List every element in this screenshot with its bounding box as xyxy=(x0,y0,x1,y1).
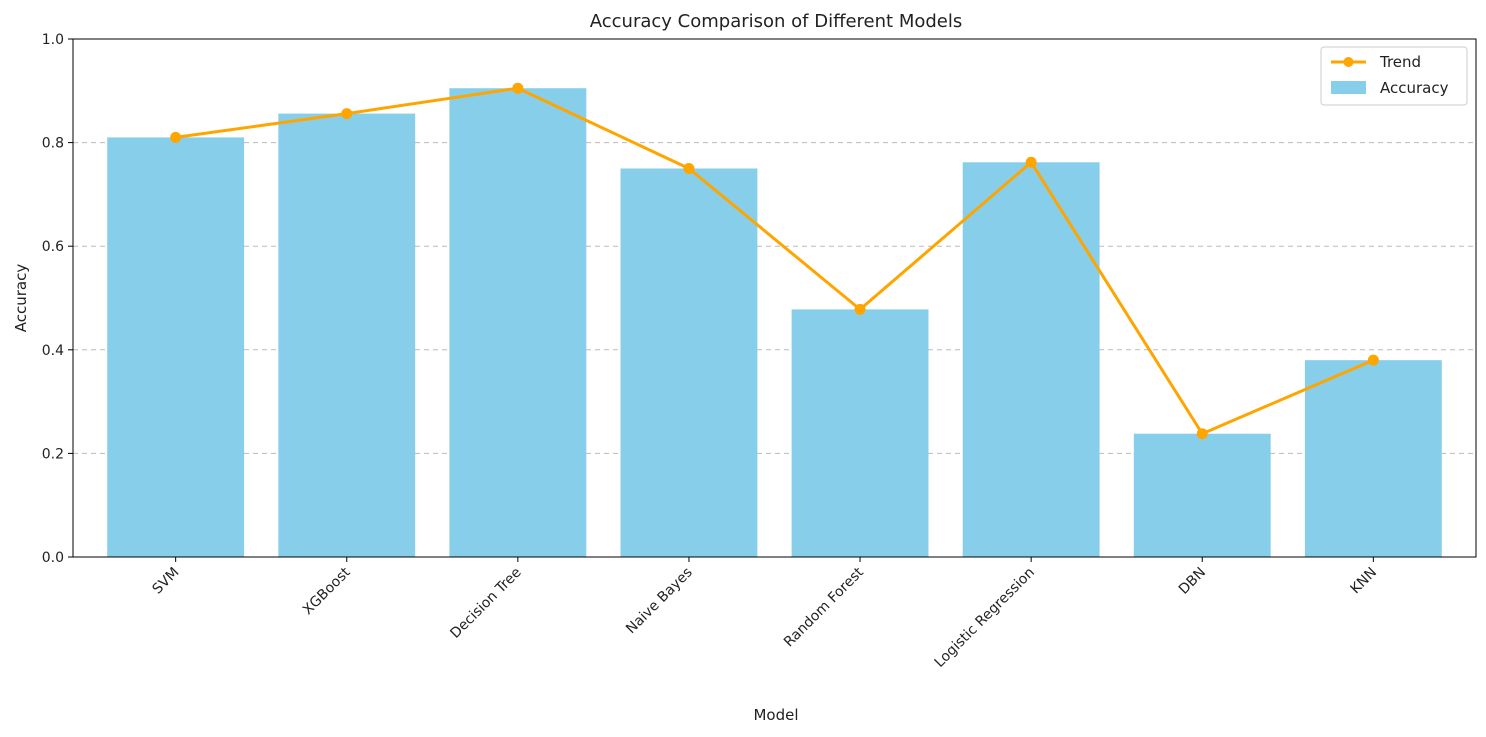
y-tick-label: 0.8 xyxy=(42,136,64,152)
bar-dbn xyxy=(1133,433,1271,557)
x-tick-label: Decision Tree xyxy=(447,565,524,642)
bar-naive-bayes xyxy=(620,168,758,557)
y-tick-label: 1.0 xyxy=(42,32,64,48)
y-tick-label: 0.2 xyxy=(42,446,64,462)
y-axis-label: Accuracy xyxy=(12,264,30,333)
x-tick-label: KNN xyxy=(1348,565,1381,598)
trend-line-group xyxy=(170,82,1379,440)
bars xyxy=(107,88,1442,558)
x-axis-label: Model xyxy=(753,706,798,724)
trend-point-naive-bayes xyxy=(683,163,695,174)
chart-title: Accuracy Comparison of Different Models xyxy=(590,11,963,32)
y-tick-label: 0.6 xyxy=(42,239,64,255)
legend: Trend Accuracy xyxy=(1320,46,1468,106)
trend-point-dbn xyxy=(1196,428,1208,440)
x-tick-label: SVM xyxy=(150,565,183,598)
y-tick-label: 0.0 xyxy=(42,550,64,566)
trend-point-decision-tree xyxy=(512,82,524,94)
bar-logistic-regression xyxy=(962,162,1100,557)
x-axis: SVM XGBoost Decision Tree Naive Bayes Random… xyxy=(150,557,1381,671)
trend-line xyxy=(175,86,1374,436)
y-axis: 0.0 0.2 0.4 0.6 0.8 1.0 xyxy=(42,32,73,566)
x-tick-label: Random Forest xyxy=(781,564,867,650)
bar-xgboost xyxy=(278,113,416,557)
trend-point-knn xyxy=(1367,354,1379,366)
trend-point-xgboost xyxy=(341,108,353,120)
bar-decision-tree xyxy=(449,88,587,558)
bar-svm xyxy=(107,137,245,558)
legend-accuracy-label: Accuracy xyxy=(1380,79,1449,97)
plot-frame xyxy=(72,38,1477,558)
legend-accuracy-swatch xyxy=(1331,81,1366,94)
x-tick-label: Naive Bayes xyxy=(623,565,696,638)
x-tick-label: XGBoost xyxy=(300,564,354,618)
y-tick-label: 0.4 xyxy=(42,343,64,359)
x-tick-label: DBN xyxy=(1176,565,1209,598)
trend-point-logistic-regression xyxy=(1025,156,1037,168)
bar-knn xyxy=(1304,360,1442,557)
legend-trend-marker xyxy=(1343,57,1354,67)
x-tick-label: Logistic Regression xyxy=(932,565,1038,671)
legend-trend-label: Trend xyxy=(1379,53,1421,71)
bar-random-forest xyxy=(791,309,929,557)
trend-point-svm xyxy=(170,131,182,143)
trend-point-random-forest xyxy=(854,303,866,315)
